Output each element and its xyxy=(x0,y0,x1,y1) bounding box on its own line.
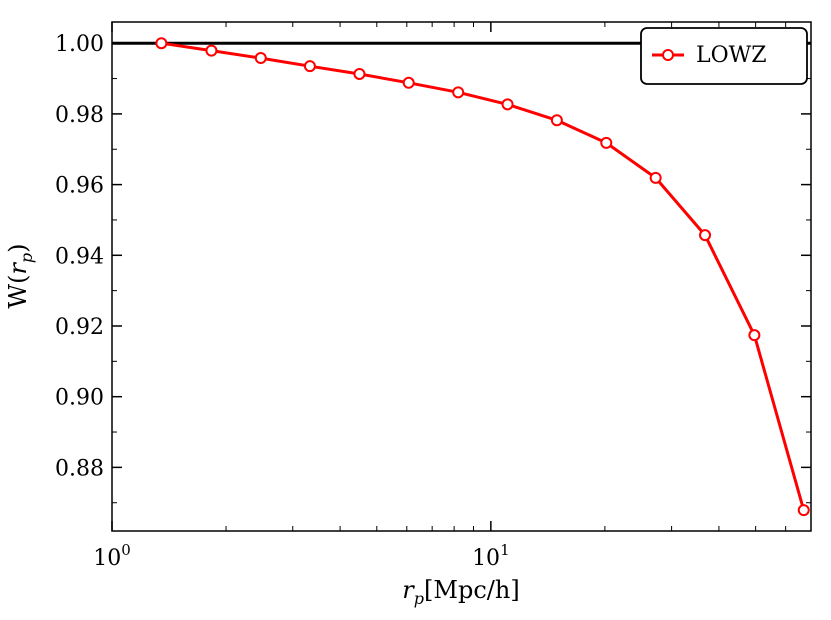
data-point xyxy=(254,52,267,65)
data-point xyxy=(649,171,662,184)
y-tick-label: 0.88 xyxy=(55,456,104,481)
legend: LOWZ xyxy=(640,27,808,85)
data-point xyxy=(353,67,366,80)
legend-box xyxy=(640,27,808,85)
data-point xyxy=(303,60,316,73)
data-point xyxy=(699,229,712,242)
y-tick-label: 0.94 xyxy=(55,244,104,269)
data-point xyxy=(155,37,168,50)
plot-area xyxy=(112,37,811,517)
y-tick-label: 0.90 xyxy=(55,386,104,411)
x-tick-label: 100 xyxy=(93,541,131,571)
data-point xyxy=(205,44,218,57)
data-point xyxy=(748,329,761,342)
x-axis-label: rp[Mpc/h] xyxy=(402,576,519,608)
data-point xyxy=(550,114,563,127)
data-point xyxy=(797,504,810,517)
y-axis-label: W(rp) xyxy=(4,243,36,308)
y-tick-label: 0.92 xyxy=(55,315,104,340)
series-line-lowz xyxy=(161,41,806,511)
y-tick-label: 0.98 xyxy=(55,103,104,128)
data-point xyxy=(600,136,613,149)
axis-ticks: 0.88 0.90 0.92 0.94 0.96 0.98 1.00 100 101 xyxy=(55,22,812,571)
x-tick-label: 101 xyxy=(472,541,510,571)
y-tick-label: 0.96 xyxy=(55,174,104,199)
data-point xyxy=(501,98,514,111)
data-point xyxy=(402,76,415,89)
data-point xyxy=(452,86,465,99)
legend-marker xyxy=(662,49,674,61)
plot-frame xyxy=(111,21,812,532)
y-tick-label: 1.00 xyxy=(55,32,104,57)
legend-entry-lowz: LOWZ xyxy=(696,43,767,68)
